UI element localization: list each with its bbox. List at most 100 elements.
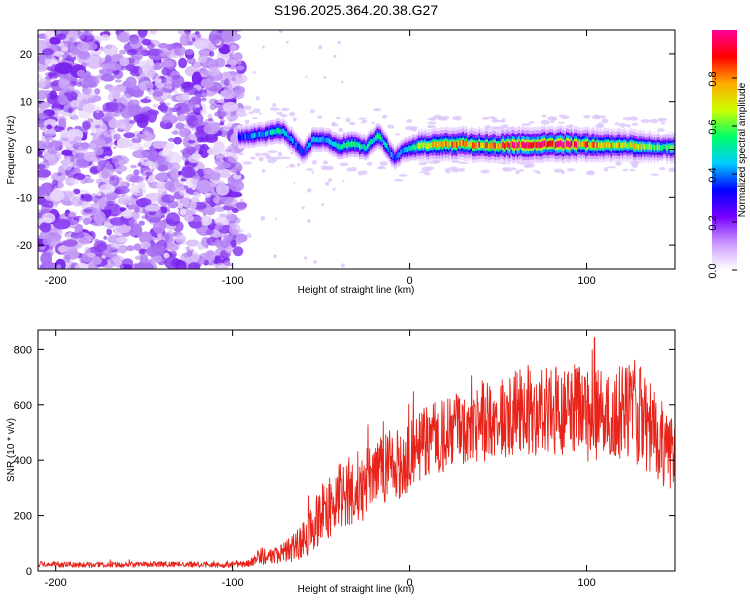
- noise-blob: [105, 146, 112, 151]
- noise-blob: [233, 52, 243, 61]
- ridge-cell: [612, 142, 614, 148]
- ridge-ripple: [312, 159, 317, 165]
- noise-dot: [286, 40, 289, 44]
- ridge-cell: [470, 140, 473, 147]
- ridge-cell: [599, 142, 602, 149]
- noise-dot: [301, 206, 305, 210]
- noise-blob: [87, 98, 96, 104]
- ridge-cell: [500, 141, 503, 148]
- noise-dot: [244, 119, 250, 125]
- ridge-cell: [491, 142, 493, 149]
- ridge-cell: [494, 142, 497, 149]
- ridge-cell: [452, 141, 455, 148]
- ridge-cell: [588, 142, 591, 148]
- ridge-cell: [661, 145, 664, 151]
- ridge-ripple: [270, 156, 279, 162]
- ridge-cell: [567, 141, 570, 148]
- ridge-cell: [352, 141, 355, 147]
- noise-blob: [134, 55, 143, 61]
- ridge-cell: [349, 142, 352, 148]
- noise-blob: [106, 228, 112, 236]
- noise-blob: [204, 206, 216, 216]
- noise-blob: [82, 103, 96, 113]
- noise-blob: [147, 69, 157, 77]
- noise-blob: [116, 171, 122, 175]
- noise-blob: [208, 66, 221, 77]
- ridge-ripple: [482, 116, 490, 120]
- noise-blob: [226, 210, 233, 217]
- ridge-ripple: [593, 114, 600, 119]
- noise-blob: [236, 170, 241, 176]
- ridge-cell: [559, 140, 562, 147]
- ridge-cell: [634, 143, 637, 150]
- ridge-cell: [642, 143, 645, 149]
- ridge-cell: [499, 143, 501, 150]
- noise-blob: [125, 245, 135, 252]
- ridge-cell: [304, 148, 307, 154]
- snr-x-tick-label: -200: [45, 577, 67, 589]
- noise-blob: [122, 209, 133, 219]
- ridge-ripple: [346, 167, 354, 172]
- ridge-cell: [427, 143, 430, 149]
- ridge-cell: [376, 133, 379, 139]
- ridge-cell: [631, 142, 634, 148]
- noise-blob: [233, 217, 241, 224]
- ridge-cell: [564, 142, 567, 148]
- noise-blob: [137, 30, 148, 38]
- ridge-ripple: [451, 168, 460, 173]
- ridge-cell: [578, 141, 581, 147]
- noise-dot: [262, 45, 265, 49]
- ridge-cell: [609, 142, 611, 149]
- noise-blob: [97, 191, 102, 197]
- ridge-ripple: [339, 162, 349, 167]
- noise-blob: [124, 64, 136, 72]
- ridge-cell: [416, 143, 419, 150]
- ridge-ripple: [248, 111, 254, 115]
- ridge-cell: [402, 148, 404, 154]
- ridge-cell: [446, 140, 449, 147]
- ridge-cell: [282, 128, 285, 134]
- ridge-ripple: [490, 117, 498, 120]
- noise-blob: [181, 208, 187, 213]
- noise-blob: [153, 211, 164, 217]
- spectrogram-x-tick-label: -100: [222, 275, 244, 287]
- noise-blob: [171, 130, 179, 135]
- noise-blob: [166, 43, 174, 51]
- ridge-ripple: [456, 118, 461, 121]
- snr-y-tick-label: 200: [14, 511, 32, 523]
- noise-blob: [235, 65, 245, 71]
- ridge-ripple: [601, 118, 609, 124]
- noise-blob: [206, 147, 221, 156]
- ridge-cell: [529, 142, 532, 149]
- noise-dot: [258, 156, 264, 162]
- noise-blob: [92, 134, 99, 142]
- noise-blob: [44, 133, 54, 141]
- noise-blob: [115, 236, 128, 243]
- ridge-cell: [311, 137, 313, 143]
- ridge-cell: [542, 140, 544, 148]
- ridge-cell: [260, 131, 262, 137]
- ridge-cell: [336, 143, 339, 149]
- ridge-cell: [398, 152, 401, 158]
- noise-blob: [205, 169, 213, 175]
- noise-blob: [99, 47, 105, 52]
- noise-blob: [91, 256, 102, 265]
- ridge-cell: [357, 142, 360, 148]
- noise-blob: [235, 201, 248, 209]
- ridge-cell: [370, 139, 372, 145]
- ridge-ripple: [566, 168, 576, 172]
- colorbar-tick-label: 0.8: [707, 71, 719, 86]
- noise-blob: [132, 149, 151, 159]
- noise-blob: [114, 110, 120, 117]
- noise-blob: [214, 206, 226, 212]
- ridge-cell: [497, 143, 500, 150]
- noise-blob: [200, 78, 215, 88]
- ridge-cell: [605, 141, 608, 148]
- noise-dot: [259, 112, 262, 116]
- noise-blob: [148, 88, 154, 96]
- ridge-cell: [249, 133, 251, 139]
- noise-blob: [63, 200, 74, 206]
- noise-blob: [214, 104, 223, 109]
- ridge-cell: [368, 141, 371, 147]
- noise-blob: [70, 156, 75, 163]
